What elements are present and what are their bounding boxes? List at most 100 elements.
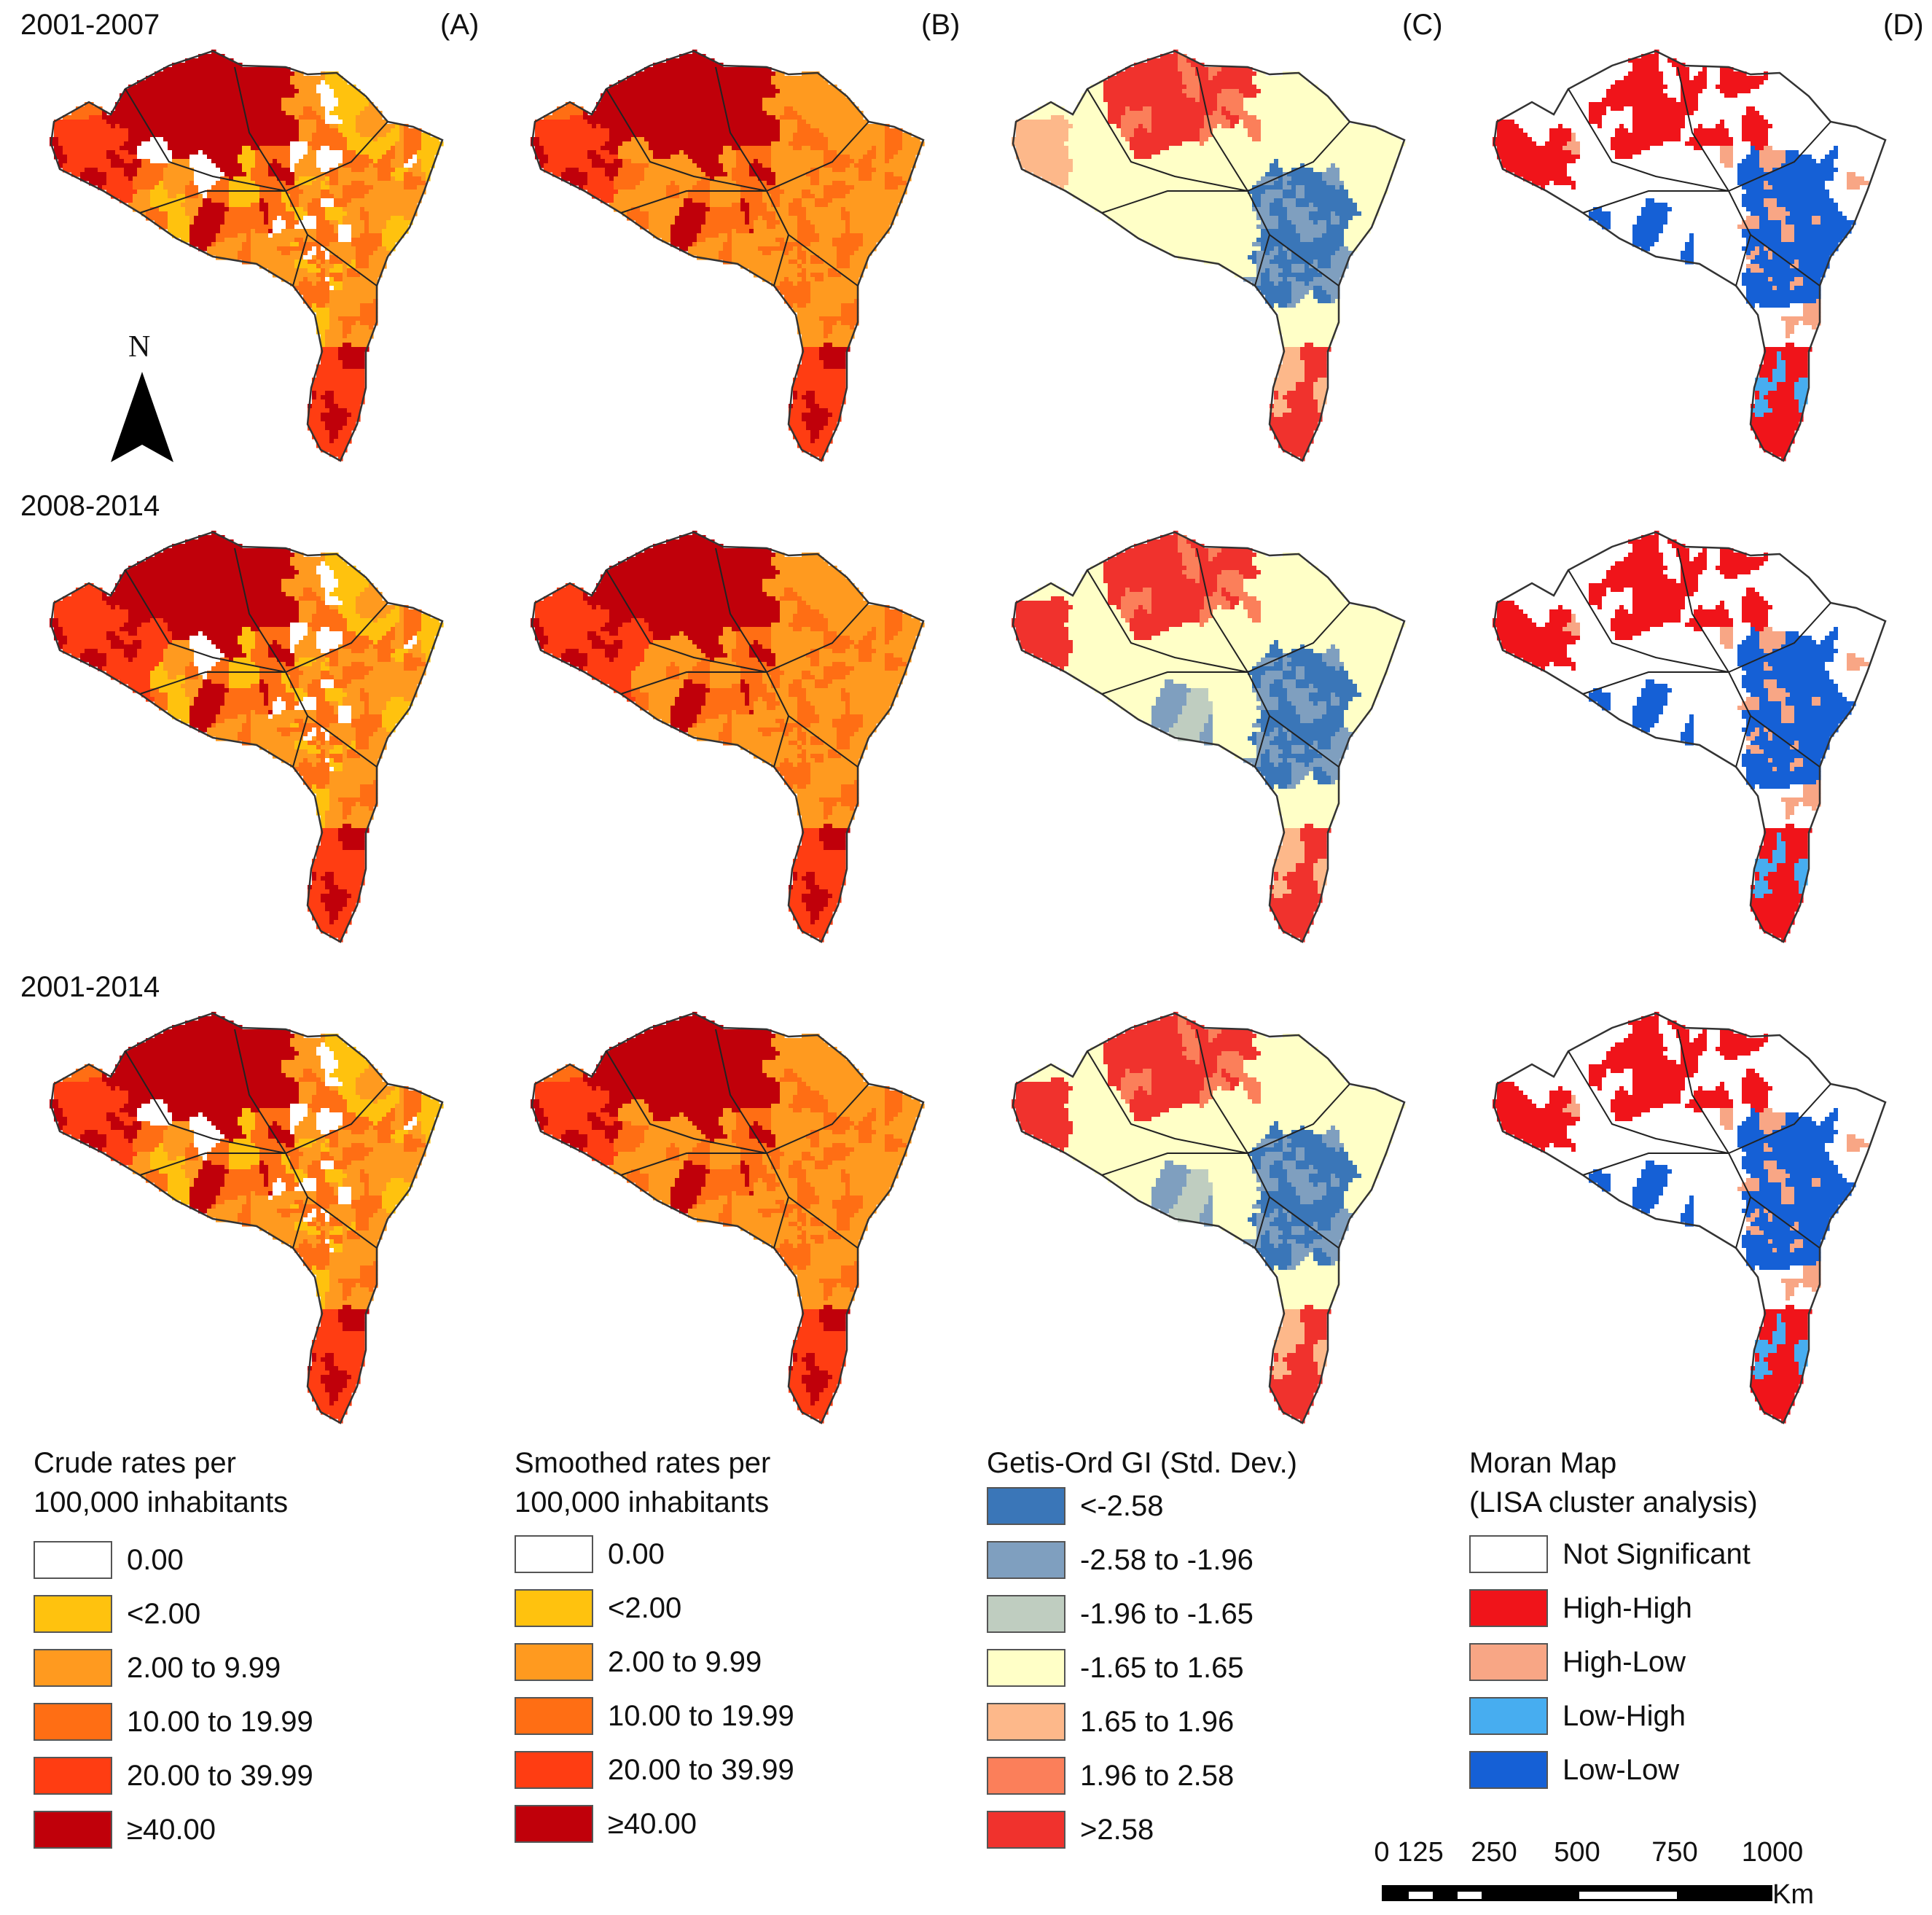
map-cell <box>216 190 221 195</box>
map-cell <box>80 124 85 129</box>
map-cell <box>299 163 304 168</box>
map-cell <box>351 417 356 422</box>
map-cell <box>277 150 282 155</box>
map-cell <box>268 194 273 199</box>
map-cell <box>329 93 335 98</box>
map-cell <box>316 85 321 90</box>
map-cell <box>67 146 72 151</box>
map-cell <box>631 155 636 160</box>
map-cell <box>754 67 759 72</box>
map-cell <box>316 80 321 85</box>
map-cell <box>220 102 225 107</box>
map-cell <box>399 146 404 151</box>
map-cell <box>343 312 348 317</box>
map-cell <box>356 242 361 247</box>
map-cell <box>163 141 168 147</box>
map-cell <box>369 225 374 230</box>
map-cell <box>824 120 829 125</box>
map-cell <box>391 155 396 160</box>
map-cell <box>395 238 400 243</box>
map-cell <box>675 85 680 90</box>
map-cell <box>286 128 291 133</box>
map-cell <box>316 321 321 326</box>
map-cell <box>255 260 260 265</box>
map-cell <box>408 181 413 186</box>
map-cell <box>281 102 286 107</box>
map-cell <box>203 216 208 221</box>
map-cell <box>863 150 868 155</box>
map-cell <box>373 290 378 295</box>
map-cell <box>255 242 260 247</box>
map-cell <box>373 190 378 195</box>
map-cell <box>268 229 273 234</box>
map-cell <box>382 163 387 168</box>
map-cell <box>106 133 112 138</box>
map-cell <box>172 176 177 182</box>
map-cell <box>347 255 352 260</box>
map-cell <box>662 63 667 68</box>
map-cell <box>338 439 343 444</box>
map-cell <box>146 76 151 81</box>
map-cell <box>627 120 632 125</box>
map-cell <box>115 190 120 195</box>
map-cell <box>430 146 435 151</box>
map-cell <box>705 146 711 151</box>
map-cell <box>784 111 789 116</box>
map-cell <box>399 155 404 160</box>
map-cell <box>137 98 142 103</box>
map-cell <box>347 211 352 217</box>
map-cell <box>334 176 339 182</box>
map-cell <box>618 120 623 125</box>
map-cell <box>312 277 317 282</box>
map-cell <box>784 106 789 112</box>
map-cell <box>412 159 418 164</box>
map-cell <box>255 238 260 243</box>
map-cell <box>386 238 391 243</box>
map-cell <box>321 159 326 164</box>
map-cell <box>618 93 623 98</box>
map-cell <box>784 85 789 90</box>
map-cell <box>697 124 702 129</box>
map-cell <box>343 124 348 129</box>
map-cell <box>198 203 203 208</box>
map-cell <box>325 233 330 238</box>
map-cell <box>308 190 313 195</box>
map-cell <box>194 150 199 155</box>
map-cell <box>867 137 872 142</box>
map-cell <box>133 124 138 129</box>
map-cell <box>824 137 829 142</box>
map-cell <box>391 207 396 212</box>
map-cell <box>255 168 260 173</box>
map-cell <box>54 141 59 147</box>
map-cell <box>605 93 610 98</box>
map-cell <box>412 150 418 155</box>
map-cell <box>251 102 256 107</box>
map-cell <box>189 85 195 90</box>
map-cell <box>137 120 142 125</box>
map-cell <box>548 141 553 147</box>
map-cell <box>863 146 868 151</box>
map-cell <box>675 93 680 98</box>
map-cell <box>670 93 676 98</box>
map-cell <box>343 155 348 160</box>
map-cell <box>880 128 885 133</box>
map-cell <box>771 102 776 107</box>
map-cell <box>198 225 203 230</box>
map-cell <box>277 120 282 125</box>
map-cell <box>789 106 794 112</box>
map-cell <box>863 120 868 125</box>
map-cell <box>360 316 365 321</box>
map-cell <box>688 67 693 72</box>
map-cell <box>181 89 186 94</box>
map-cell <box>614 133 619 138</box>
map-cell <box>338 185 343 190</box>
map-cell <box>360 382 365 387</box>
map-cell <box>775 128 781 133</box>
map-cell <box>649 128 654 133</box>
map-cell <box>745 150 750 155</box>
map-cell <box>325 347 330 352</box>
map-cell <box>386 233 391 238</box>
map-cell <box>749 80 754 85</box>
map-cell <box>277 194 282 199</box>
map-cell <box>211 146 216 151</box>
